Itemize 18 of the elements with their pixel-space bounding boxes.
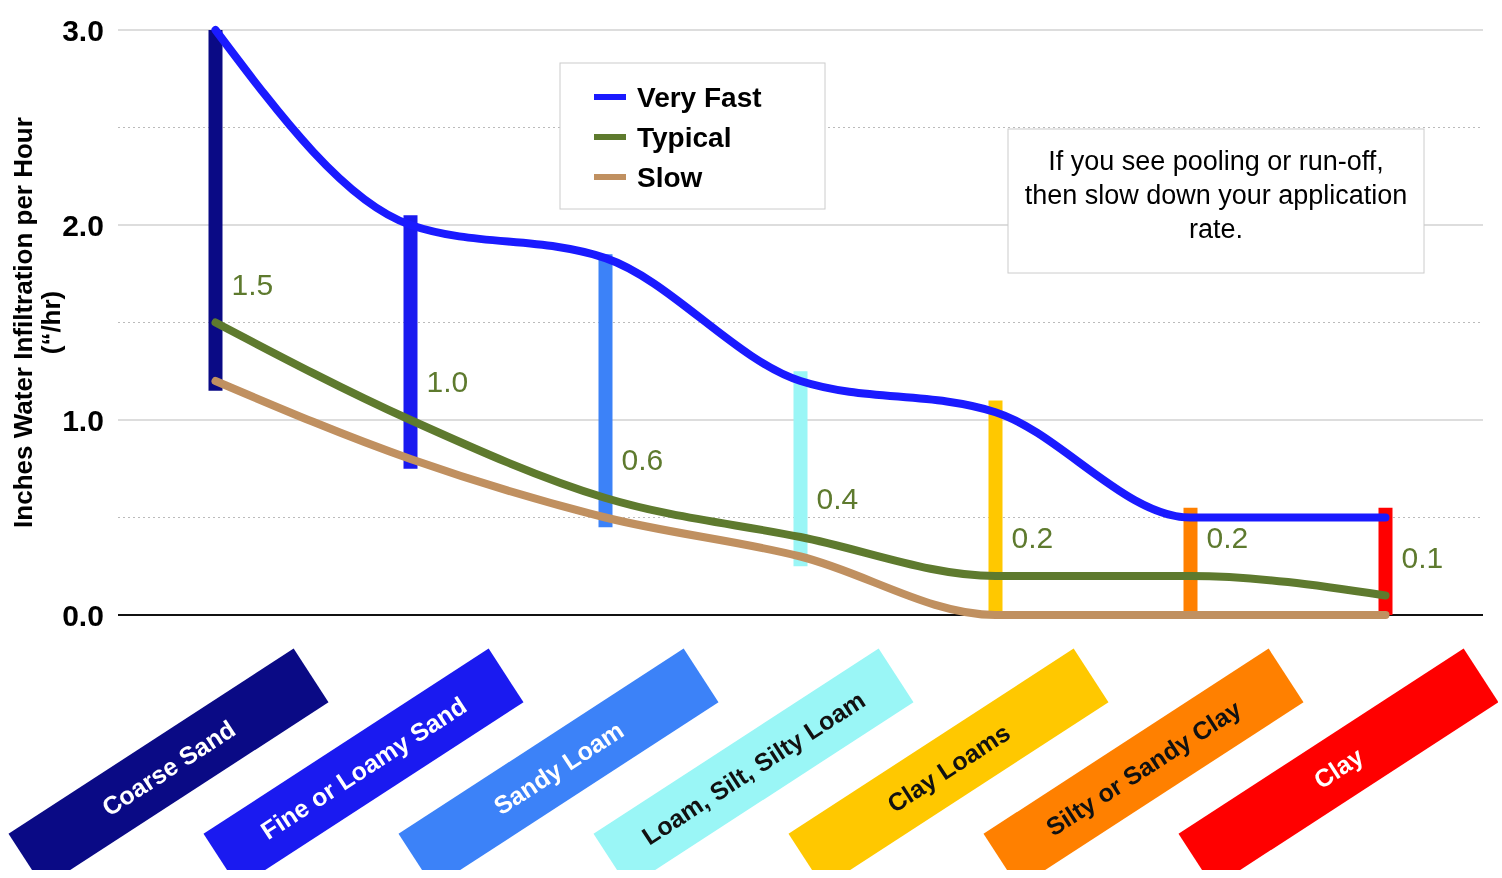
- bar: [598, 254, 613, 528]
- y-tick-label: 3.0: [62, 13, 104, 47]
- bar: [403, 215, 418, 469]
- data-label: 0.2: [1206, 521, 1249, 554]
- data-label: 1.5: [231, 267, 274, 301]
- y-tick-label: 0.0: [62, 598, 104, 632]
- data-label: 1.0: [426, 365, 469, 398]
- annotation: If you see pooling or run-off, then slow down your application rate.: [1024, 146, 1408, 244]
- legend-label: Very Fast: [637, 81, 762, 113]
- legend-label: Typical: [637, 121, 732, 153]
- data-label: 0.4: [816, 482, 859, 515]
- x-tick-label: Clay: [1308, 741, 1369, 794]
- bar: [208, 30, 223, 391]
- data-label: 0.2: [1011, 521, 1054, 554]
- y-tick-label: 1.0: [62, 403, 104, 437]
- legend-label: Slow: [637, 161, 703, 193]
- data-label: 0.1: [1401, 540, 1444, 574]
- data-label: 0.6: [621, 443, 664, 476]
